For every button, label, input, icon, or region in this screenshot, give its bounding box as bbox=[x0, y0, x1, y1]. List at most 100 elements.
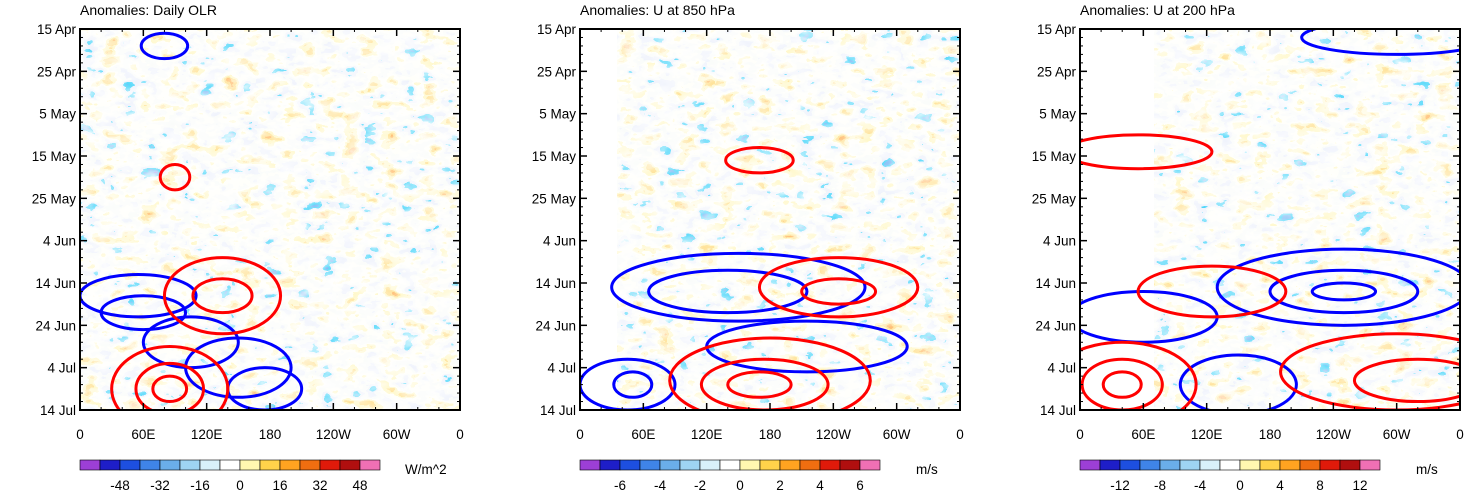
contour-10 bbox=[726, 370, 793, 399]
y-tick-label: 15 May bbox=[32, 149, 77, 164]
contour-10 bbox=[1101, 370, 1143, 399]
contour-8 bbox=[1080, 340, 1198, 410]
colorbar-swatch bbox=[679, 459, 701, 471]
colorbar-swatch bbox=[139, 459, 161, 471]
colorbar-swatch bbox=[1139, 459, 1161, 471]
contour-9 bbox=[134, 361, 205, 410]
colorbar-swatch bbox=[299, 459, 321, 471]
contour-9 bbox=[699, 357, 830, 410]
x-tick-label: 60W bbox=[1383, 427, 1411, 442]
colorbar-swatch bbox=[859, 459, 881, 471]
y-tick-label: 5 May bbox=[39, 107, 76, 122]
x-tick-label: 120E bbox=[191, 427, 223, 442]
colorbar-swatch bbox=[199, 459, 221, 471]
colorbar-swatch bbox=[239, 459, 261, 471]
contour-2 bbox=[1268, 268, 1420, 315]
colorbar-label: 12 bbox=[1352, 478, 1367, 493]
colorbar-swatch bbox=[779, 459, 801, 471]
y-tick-label: 15 Apr bbox=[1037, 22, 1077, 37]
x-tick-label: 120E bbox=[1191, 427, 1223, 442]
colorbar-swatch bbox=[1199, 459, 1221, 471]
colorbar-unit: W/m^2 bbox=[405, 462, 447, 477]
y-tick-label: 4 Jul bbox=[547, 361, 576, 376]
colorbar-swatch bbox=[639, 459, 661, 471]
y-tick-label: 25 May bbox=[32, 191, 77, 206]
contour-1 bbox=[80, 273, 198, 319]
y-tick-label: 25 Apr bbox=[537, 64, 577, 79]
x-tick-label: 120W bbox=[816, 427, 852, 442]
panel-title: Anomalies: U at 850 hPa bbox=[580, 2, 735, 18]
colorbar-swatch bbox=[1359, 459, 1381, 471]
colorbar-swatch bbox=[1219, 459, 1241, 471]
contour-11 bbox=[724, 146, 795, 175]
x-tick-label: 60E bbox=[131, 427, 155, 442]
colorbar: -12 -8 -4 0 4 8 12 m/s bbox=[1079, 459, 1438, 493]
colorbar-label: 8 bbox=[1316, 478, 1324, 493]
colorbar-swatch bbox=[99, 459, 121, 471]
colorbar-swatch bbox=[579, 459, 601, 471]
x-tick-label: 180 bbox=[1259, 427, 1282, 442]
y-tick-label: 15 May bbox=[1032, 149, 1077, 164]
x-tick-label: 0 bbox=[456, 427, 464, 442]
y-tick-label: 4 Jun bbox=[1043, 234, 1076, 249]
x-tick-label: 0 bbox=[576, 427, 584, 442]
colorbar-swatch bbox=[799, 459, 821, 471]
colorbar-label: 32 bbox=[312, 478, 327, 493]
colorbar-swatch bbox=[1099, 459, 1121, 471]
contour-13 bbox=[1080, 133, 1214, 171]
x-tick-label: 60E bbox=[631, 427, 655, 442]
colorbar-label: -12 bbox=[1110, 478, 1130, 493]
y-tick-label: 24 Jun bbox=[1035, 318, 1076, 333]
colorbar-label: 6 bbox=[856, 478, 864, 493]
colorbar-swatch bbox=[599, 459, 621, 471]
colorbar-swatch bbox=[1339, 459, 1361, 471]
colorbar-swatch bbox=[1159, 459, 1181, 471]
colorbar-label: 0 bbox=[1236, 478, 1244, 493]
colorbar-swatch bbox=[839, 459, 861, 471]
x-tick-label: 180 bbox=[759, 427, 782, 442]
colorbar-swatch bbox=[659, 459, 681, 471]
y-tick-label: 25 Apr bbox=[1037, 64, 1077, 79]
contour-4 bbox=[580, 357, 677, 410]
x-tick-label: 0 bbox=[956, 427, 964, 442]
contour-9 bbox=[1080, 357, 1164, 410]
x-tick-label: 120W bbox=[316, 427, 352, 442]
colorbar-unit: m/s bbox=[916, 462, 938, 477]
contour-5 bbox=[1178, 353, 1298, 410]
colorbar-swatch bbox=[819, 459, 841, 471]
colorbar-label: 4 bbox=[816, 478, 824, 493]
colorbar-swatch bbox=[119, 459, 141, 471]
y-tick-label: 15 Apr bbox=[37, 22, 77, 37]
y-tick-label: 25 May bbox=[532, 191, 577, 206]
colorbar-label: -16 bbox=[190, 478, 210, 493]
contour-12 bbox=[139, 31, 190, 61]
colorbar-swatch bbox=[1239, 459, 1261, 471]
contour-12 bbox=[1352, 357, 1460, 404]
colorbar-label: -6 bbox=[614, 478, 626, 493]
y-tick-label: 15 Apr bbox=[537, 22, 577, 37]
y-tick-label: 15 May bbox=[532, 149, 577, 164]
y-tick-label: 14 Jul bbox=[540, 403, 576, 418]
contour-10 bbox=[151, 374, 189, 404]
y-tick-label: 14 Jun bbox=[535, 276, 576, 291]
y-tick-label: 24 Jun bbox=[535, 318, 576, 333]
colorbar-label: -48 bbox=[110, 478, 130, 493]
panel-title: Anomalies: Daily OLR bbox=[80, 2, 217, 18]
y-tick-label: 4 Jul bbox=[47, 361, 76, 376]
colorbar-swatch bbox=[79, 459, 101, 471]
contour-1 bbox=[1215, 247, 1460, 327]
anomaly-field bbox=[80, 29, 460, 410]
y-tick-label: 14 Jun bbox=[1035, 276, 1076, 291]
x-tick-label: 120W bbox=[1316, 427, 1352, 442]
y-tick-label: 5 May bbox=[539, 107, 576, 122]
colorbar-swatch bbox=[279, 459, 301, 471]
colorbar-swatch bbox=[1179, 459, 1201, 471]
contour-6 bbox=[757, 256, 920, 319]
y-tick-label: 25 Apr bbox=[37, 64, 77, 79]
contour-7 bbox=[191, 277, 254, 315]
y-tick-label: 4 Jun bbox=[543, 234, 576, 249]
colorbar-label: -2 bbox=[694, 478, 706, 493]
contour-6 bbox=[1300, 29, 1460, 56]
